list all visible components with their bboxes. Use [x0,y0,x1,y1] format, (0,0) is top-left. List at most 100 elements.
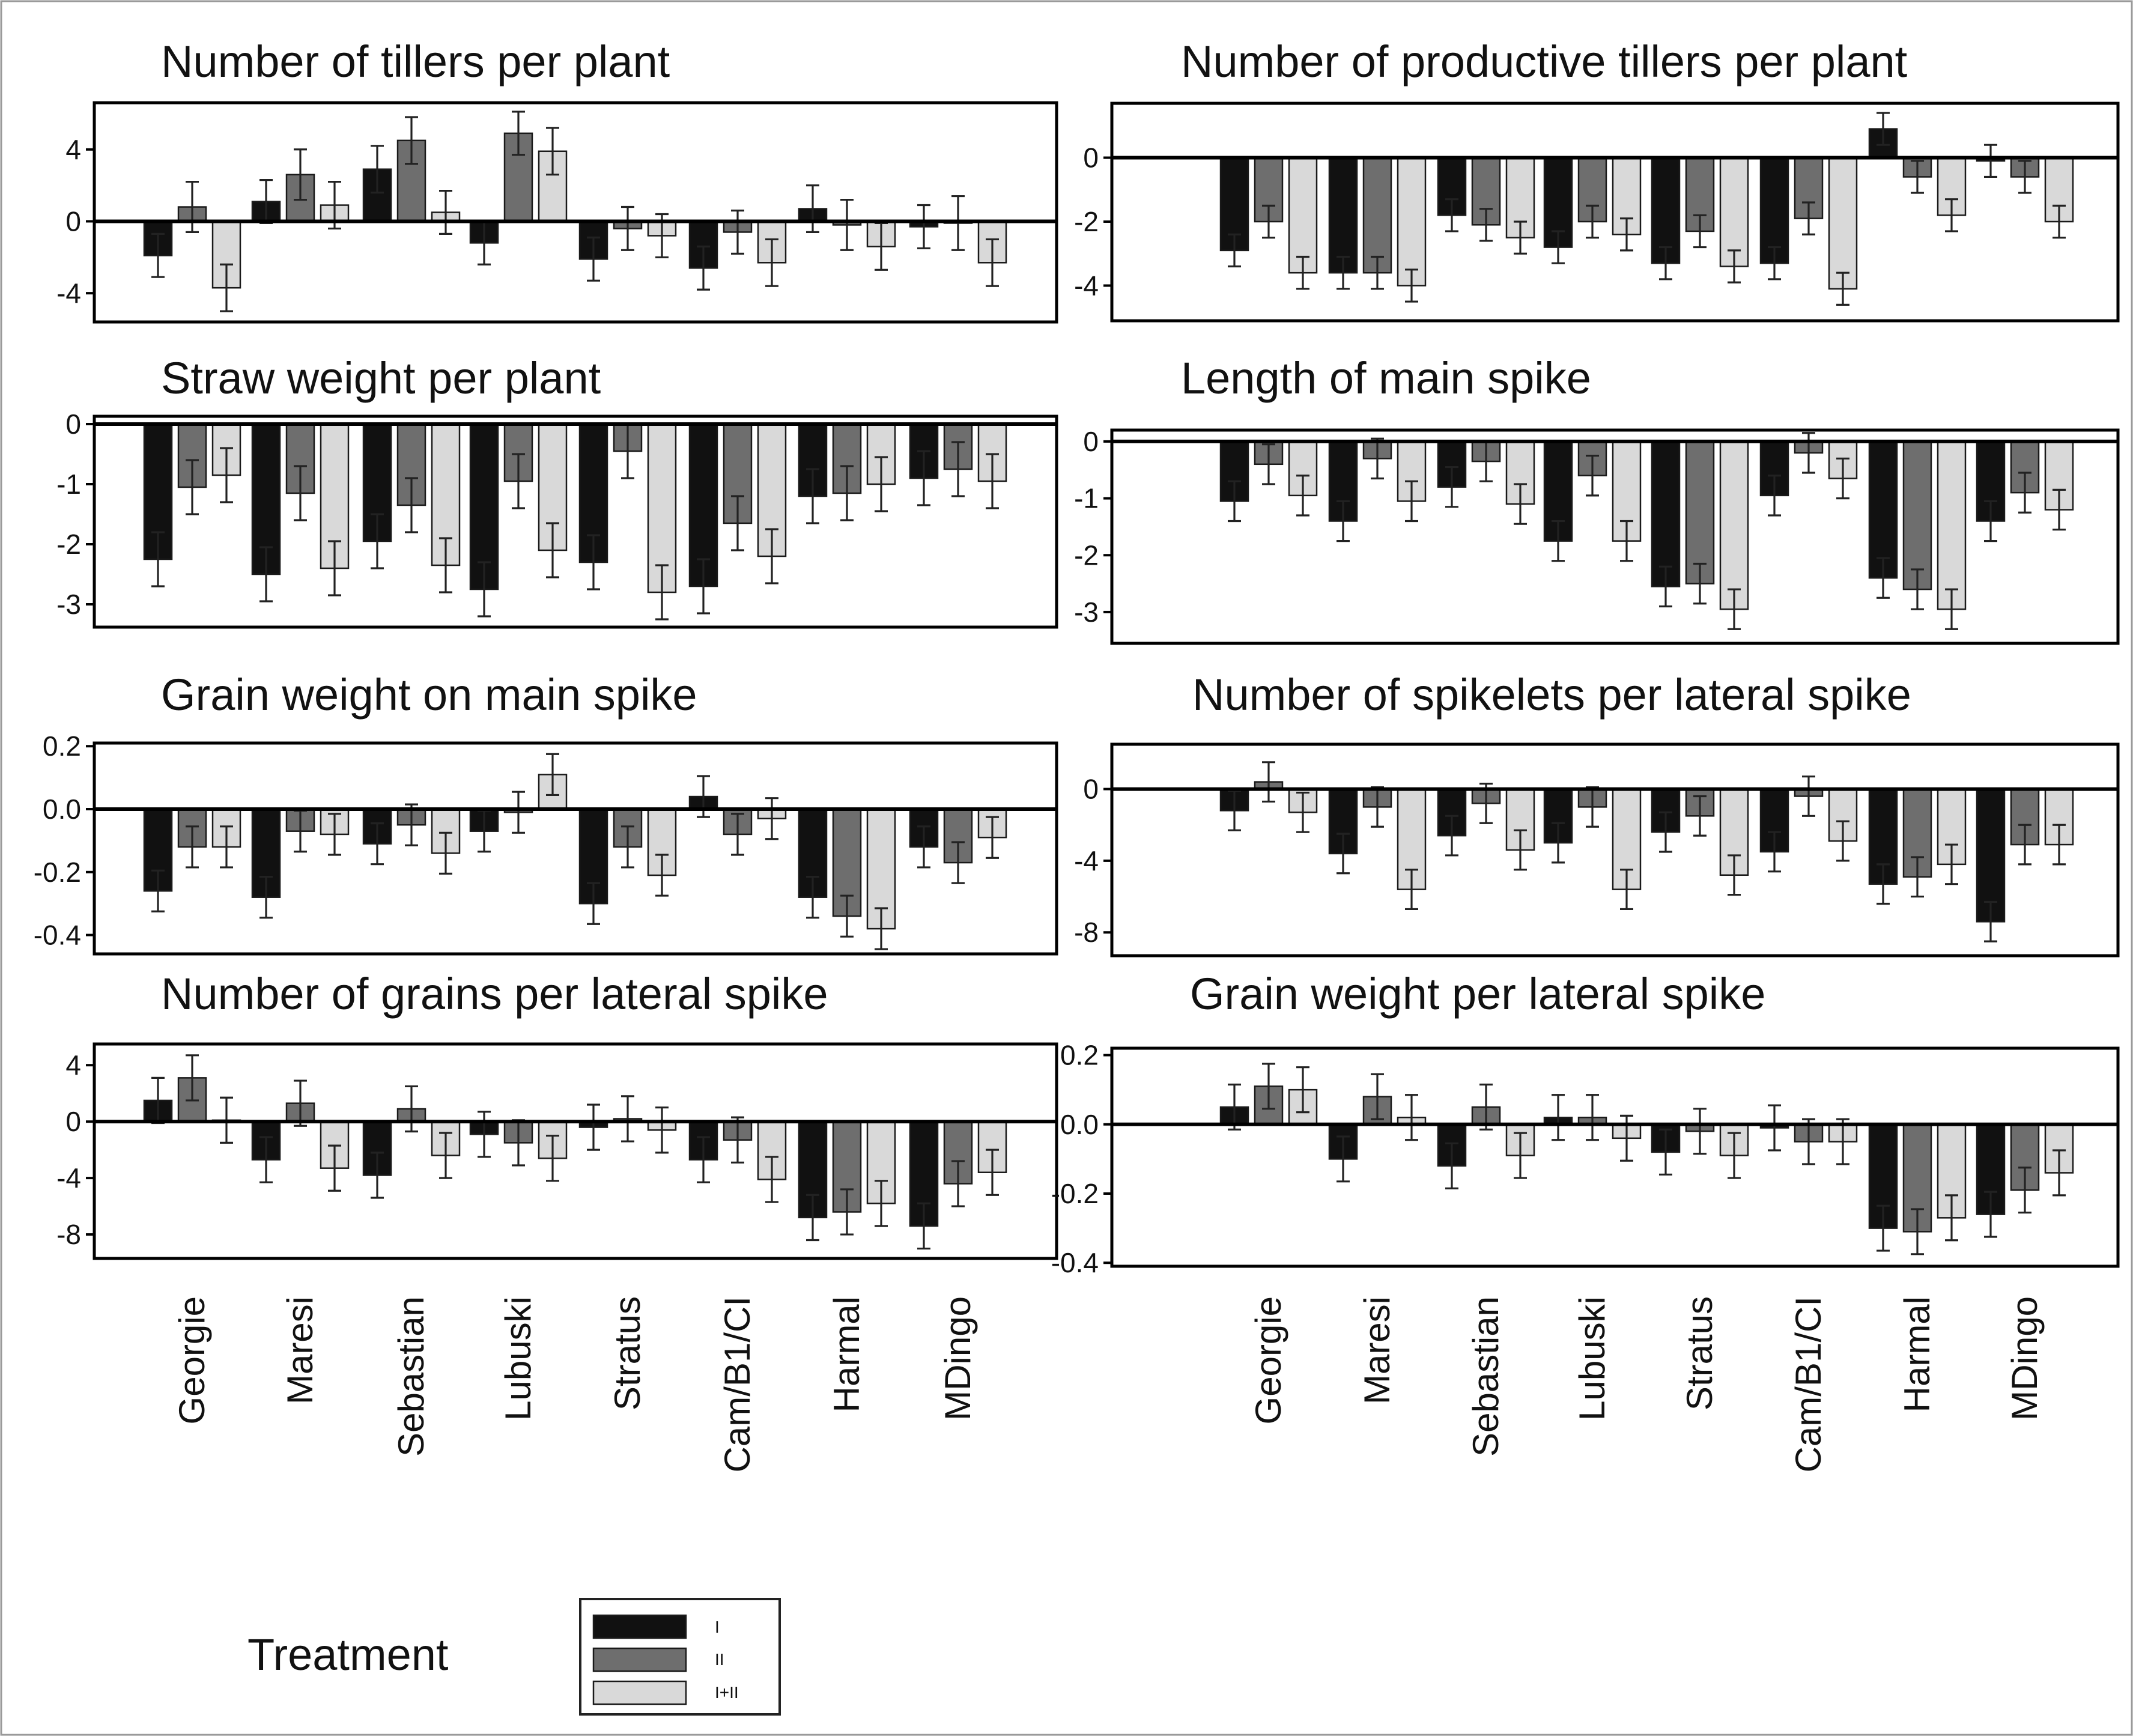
panel-4-bar-ii-6 [1902,440,1932,590]
legend-swatch-ii [592,1647,687,1672]
cat-right-label-1: Maresi [1357,1296,1397,1404]
legend-swatch-i [592,1614,687,1639]
panel-3-title: Straw weight per plant [161,353,601,403]
panel-5-ytick-label-3: -0.4 [34,920,81,951]
panel-1-title: Number of tillers per plant [161,37,670,86]
cat-right-label-7: MDingo [2004,1296,2045,1421]
panel-2: Number of productive tillers per plant 0 -… [1074,37,2120,323]
panel-2-axes-frame [1110,102,2120,323]
panel-1-ytick-label-1: 0 [65,205,81,237]
cat-right-label-6: Harmal [1897,1296,1937,1412]
panel-7-ytick-label-2: -4 [56,1162,81,1194]
panel-5: Grain weight on main spike 0.2 0.0 -0.2 -0.4 [34,670,1058,956]
panel-6-title: Number of spikelets per lateral spike [1192,670,1911,720]
panel-2-bar-ii-0 [1254,157,1284,223]
panel-3-bar-i-ii-1 [320,423,350,569]
panel-4-ytick-label-0: 0 [1083,426,1099,457]
panel-3-ytick-label-3: -3 [56,589,81,620]
panel-7-ytick-label-0: 4 [65,1049,81,1081]
cat-left-label-1: Maresi [280,1296,320,1404]
panel-1: Number of tillers per plant 4 0 -4 [56,37,1058,324]
cat-right-label-4: Stratus [1679,1296,1720,1410]
panel-7-ytick-label-1: 0 [65,1106,81,1137]
panel-3: Straw weight per plant 0 -1 -2 -3 [56,353,1058,629]
panel-8: Grain weight per lateral spike 0.2 0.0 -0.2… [1051,969,2120,1278]
panel-2-bar-i-ii-7 [2044,157,2074,223]
cat-left-label-3: Lubuski [498,1296,538,1421]
panel-5-title: Grain weight on main spike [161,670,697,720]
cat-right-label-3: Lubuski [1572,1296,1612,1421]
panel-2-bar-i-ii-0 [1288,157,1318,274]
panel-1-ytick-label-0: 4 [65,134,81,165]
panel-7-bar-i-ii-5 [757,1120,787,1180]
panel-6-ytick-label-0: 0 [1083,774,1099,805]
panel-4: Length of main spike 0 -1 -2 -3 [1074,353,2120,645]
panel-4-ytick-label-2: -2 [1074,539,1099,571]
panel-3-ytick-label-0: 0 [65,408,81,440]
category-axis-left: Georgie Maresi Sebastian Lubuski Stratus Cam/… [172,1296,978,1472]
legend-title: Treatment [247,1630,449,1680]
panel-8-ytick-label-2: -0.2 [1051,1178,1099,1209]
panel-8-title: Grain weight per lateral spike [1190,969,1765,1019]
panel-2-ytick-label-1: -2 [1074,206,1099,237]
panel-4-ytick-label-1: -1 [1074,483,1099,514]
cat-left-label-7: MDingo [938,1296,978,1421]
cat-left-label-6: Harmal [827,1296,867,1412]
panel-2-ytick-label-2: -4 [1074,270,1099,301]
panel-3-ytick-label-1: -1 [56,469,81,500]
cat-left-label-0: Georgie [172,1296,212,1424]
panel-7-title: Number of grains per lateral spike [161,969,828,1019]
panel-2-title: Number of productive tillers per plant [1181,37,1908,86]
panel-3-ytick-label-2: -2 [56,529,81,560]
panel-2-ytick-label-0: 0 [1083,142,1099,174]
panel-7-ytick-label-3: -8 [56,1219,81,1250]
panel-5-ytick-label-0: 0.2 [43,730,81,762]
panel-6-bar-i-7 [1976,788,2006,923]
panel-6: Number of spikelets per lateral spike 0 -4… [1074,670,2120,958]
panel-6-ytick-label-1: -4 [1074,845,1099,876]
cat-right-label-0: Georgie [1248,1296,1288,1424]
cat-left-label-2: Sebastian [391,1296,431,1457]
panel-1-axes-frame [93,101,1058,324]
panel-4-bar-ii-4 [1685,440,1715,584]
panel-2-bar-ii-1 [1362,157,1392,274]
panel-4-ytick-label-3: -3 [1074,596,1099,628]
panel-8-ytick-label-3: -0.4 [1051,1247,1099,1278]
legend-label-i-ii: I+II [715,1683,739,1702]
panel-2-bar-i-4 [1651,157,1681,264]
panel-4-bar-i-ii-3 [1612,440,1642,542]
panel-2-bar-i-1 [1328,157,1358,274]
panel-2-bar-i-ii-5 [1828,157,1858,290]
panel-4-bar-i-ii-4 [1719,440,1749,610]
panel-7-axes-frame [93,1042,1058,1260]
panel-6-ytick-label-2: -8 [1074,917,1099,948]
panel-4-title: Length of main spike [1181,353,1591,403]
panel-8-ytick-label-1: 0.0 [1060,1109,1099,1140]
legend-label-ii: II [715,1650,724,1669]
panel-2-bar-i-2 [1437,157,1467,216]
panel-5-ytick-label-2: -0.2 [34,857,81,888]
category-axis-right: Georgie Maresi Sebastian Lubuski Stratus Cam/… [1248,1296,2045,1472]
panel-8-ytick-label-0: 0.2 [1060,1040,1099,1071]
cat-right-label-2: Sebastian [1466,1296,1506,1457]
panel-2-bar-i-ii-1 [1397,157,1427,287]
panel-4-bar-i-4 [1651,440,1681,587]
panel-4-bar-i-6 [1868,440,1898,579]
panel-3-bar-i-1 [251,423,281,575]
legend-swatch-i-ii [592,1680,687,1705]
panel-1-ytick-label-2: -4 [56,278,81,309]
panel-3-axes-frame [93,414,1058,629]
panel-5-axes-frame [93,741,1058,956]
panel-8-axes-frame [1110,1046,2120,1268]
panel-4-axes-frame [1110,428,2120,645]
panel-4-bar-i-ii-6 [1937,440,1967,610]
cat-left-label-5: Cam/B1/CI [717,1296,757,1472]
cat-left-label-4: Stratus [607,1296,648,1410]
legend: Treatment I II I+II [247,1598,781,1716]
panel-4-bar-i-5 [1759,440,1789,497]
cat-right-label-5: Cam/B1/CI [1788,1296,1828,1472]
panel-5-ytick-label-1: 0.0 [43,794,81,825]
